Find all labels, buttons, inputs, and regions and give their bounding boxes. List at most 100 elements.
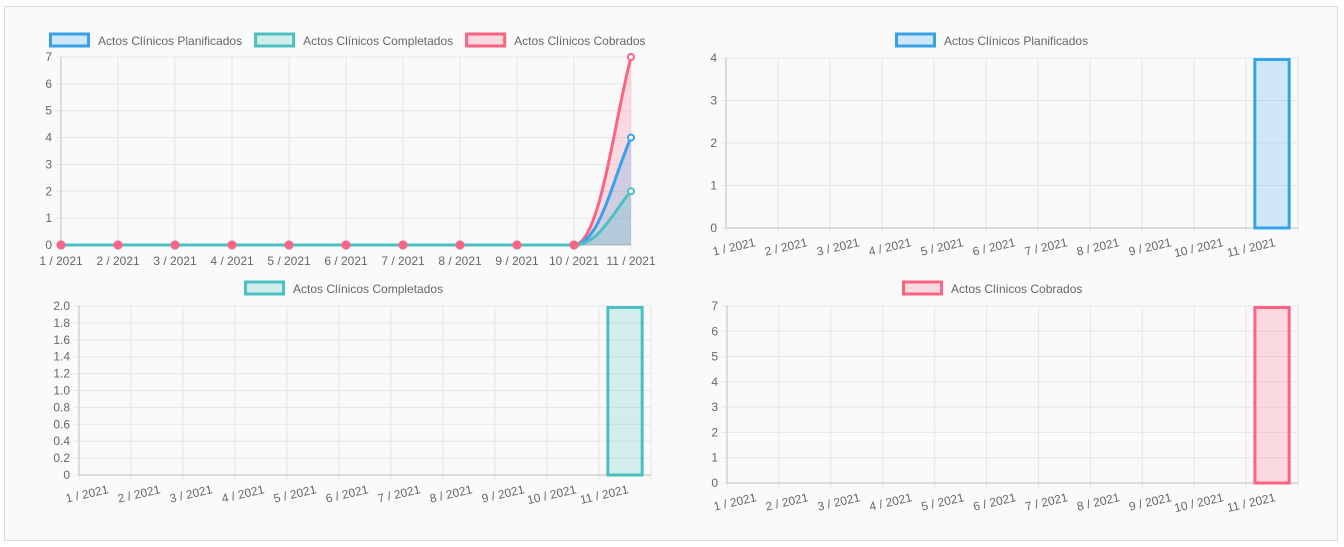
legend-swatch xyxy=(49,32,90,48)
y-tick-label: 7 xyxy=(45,50,52,64)
point-3-4[interactable] xyxy=(227,240,237,250)
chart-completados: 0 0.2 0.4 0.6 0.8 1.0 1.2 1.4 1.6 1.8 2.0 1 / 2021 2… xyxy=(53,280,652,507)
point-3-9[interactable] xyxy=(512,240,522,250)
x-tick-label: 5 / 2021 xyxy=(919,235,965,258)
x-tick-label: 7 / 2021 xyxy=(1023,235,1069,258)
x-tick-label: 3 / 2021 xyxy=(815,235,861,258)
y-tick-label: 4 xyxy=(710,51,717,65)
x-tick-label: 1 / 2021 xyxy=(711,235,757,258)
chart-cobrados: 0 1 2 3 4 5 6 7 1 / 2021 2 / 2021 3 / 2021 4 / 2021… xyxy=(711,280,1299,515)
y-tick-label: 6 xyxy=(711,324,718,338)
x-tick-label: 8 / 2021 xyxy=(1076,490,1122,513)
y-tick-label: 0 xyxy=(45,238,52,252)
y-tick-label: 0 xyxy=(63,468,70,482)
bar-11[interactable] xyxy=(606,306,644,477)
legend-item-1[interactable]: Actos Clínicos Cobrados xyxy=(902,280,1083,296)
chart-planificados: 0 1 2 3 4 1 / 2021 2 / 2021 3 / 2021 4 / 2021 5 /… xyxy=(710,32,1299,260)
x-tick-label: 2 / 2021 xyxy=(764,490,810,513)
y-tick-label: 1.6 xyxy=(53,333,70,347)
legend-label: Actos Clínicos Planificados xyxy=(944,34,1088,48)
legend-item-1[interactable]: Actos Clínicos Planificados xyxy=(895,32,1089,48)
x-tick-label: 5 / 2021 xyxy=(920,490,966,513)
y-tick-label: 1.4 xyxy=(53,350,70,364)
legend-swatch xyxy=(895,32,936,48)
x-tick-label: 9 / 2021 xyxy=(480,482,526,505)
y-tick-label: 1 xyxy=(45,211,52,225)
x-tick-label: 11 / 2021 xyxy=(579,482,630,507)
x-tick-label: 6 / 2021 xyxy=(971,235,1017,258)
legend-item-3[interactable]: Actos Clínicos Cobrados xyxy=(465,32,646,48)
point-3-3[interactable] xyxy=(170,240,180,250)
legend-label: Actos Clínicos Completados xyxy=(303,34,453,48)
point-2-11[interactable] xyxy=(627,187,635,196)
x-tick-label: 11 / 2021 xyxy=(1226,235,1277,260)
point-3-11[interactable] xyxy=(627,53,635,61)
y-tick-label: 2 xyxy=(45,184,52,198)
legend-label: Actos Clínicos Cobrados xyxy=(951,282,1082,296)
y-tick-label: 3 xyxy=(45,157,52,171)
x-tick-label: 7 / 2021 xyxy=(376,482,422,505)
legend-swatch xyxy=(902,280,943,296)
bar-11[interactable] xyxy=(1253,306,1291,485)
legend-swatch xyxy=(244,280,285,296)
gridlines xyxy=(74,305,652,480)
x-tick-label: 1 / 2021 xyxy=(712,490,758,513)
y-tick-label: 0.4 xyxy=(53,434,70,448)
y-tick-label: 2 xyxy=(710,136,717,150)
x-tick-label: 1 / 2021 xyxy=(39,254,83,268)
y-tick-label: 1 xyxy=(711,451,718,465)
y-tick-label: 1.2 xyxy=(53,367,70,381)
bar-11[interactable] xyxy=(1253,58,1291,230)
x-tick-label: 10 / 2021 xyxy=(526,482,578,507)
point-3-7[interactable] xyxy=(398,240,408,250)
y-tick-label: 7 xyxy=(711,299,718,313)
point-3-6[interactable] xyxy=(341,240,351,250)
x-tick-label: 8 / 2021 xyxy=(428,482,474,505)
legend-label: Actos Clínicos Completados xyxy=(293,282,443,296)
point-3-2[interactable] xyxy=(113,240,123,250)
x-tick-label: 3 / 2021 xyxy=(168,482,214,505)
x-tick-label: 5 / 2021 xyxy=(267,254,311,268)
legend-item-1[interactable]: Actos Clínicos Completados xyxy=(244,280,444,296)
point-3-5[interactable] xyxy=(284,240,294,250)
x-tick-label: 6 / 2021 xyxy=(972,490,1018,513)
x-tick-label: 2 / 2021 xyxy=(763,235,809,258)
legend-swatch xyxy=(254,32,296,48)
y-tick-label: 1.8 xyxy=(53,316,70,330)
y-tick-label: 4 xyxy=(45,131,52,145)
y-tick-label: 0.2 xyxy=(53,451,70,465)
y-tick-label: 1.0 xyxy=(53,384,70,398)
x-tick-label: 5 / 2021 xyxy=(272,482,318,505)
legend-item-1[interactable]: Actos Clínicos Planificados xyxy=(49,32,243,48)
x-tick-label: 11 / 2021 xyxy=(1226,490,1277,515)
y-tick-label: 3 xyxy=(710,94,717,108)
x-tick-label: 9 / 2021 xyxy=(1127,235,1173,258)
y-tick-label: 0 xyxy=(710,221,717,235)
point-3-10[interactable] xyxy=(569,240,579,250)
gridlines xyxy=(721,57,1299,233)
y-tick-label: 1 xyxy=(710,179,717,193)
x-tick-label: 8 / 2021 xyxy=(438,254,482,268)
y-tick-label: 0 xyxy=(711,476,718,490)
y-tick-label: 0.8 xyxy=(53,400,70,414)
x-tick-label: 10 / 2021 xyxy=(1173,490,1225,515)
y-tick-label: 6 xyxy=(45,77,52,91)
x-tick-label: 3 / 2021 xyxy=(816,490,862,513)
y-tick-label: 4 xyxy=(711,375,718,389)
x-tick-label: 9 / 2021 xyxy=(495,254,539,268)
point-3-1[interactable] xyxy=(56,240,66,250)
y-tick-label: 2 xyxy=(711,425,718,439)
x-tick-label: 6 / 2021 xyxy=(324,254,368,268)
x-tick-label: 6 / 2021 xyxy=(324,482,370,505)
x-tick-label: 7 / 2021 xyxy=(381,254,425,268)
point-3-8[interactable] xyxy=(455,240,465,250)
legend-item-2[interactable]: Actos Clínicos Completados xyxy=(254,32,454,48)
point-1-11[interactable] xyxy=(627,133,635,142)
chart-combined: 0 1 2 3 4 5 6 7 1 / 2021 2 / 2021 3 / 2021 4 / 2021… xyxy=(39,32,656,268)
x-tick-label: 2 / 2021 xyxy=(96,254,140,268)
x-tick-label: 4 / 2021 xyxy=(220,482,266,505)
y-tick-label: 2.0 xyxy=(53,299,70,313)
x-tick-label: 4 / 2021 xyxy=(210,254,254,268)
gridlines xyxy=(56,56,632,250)
